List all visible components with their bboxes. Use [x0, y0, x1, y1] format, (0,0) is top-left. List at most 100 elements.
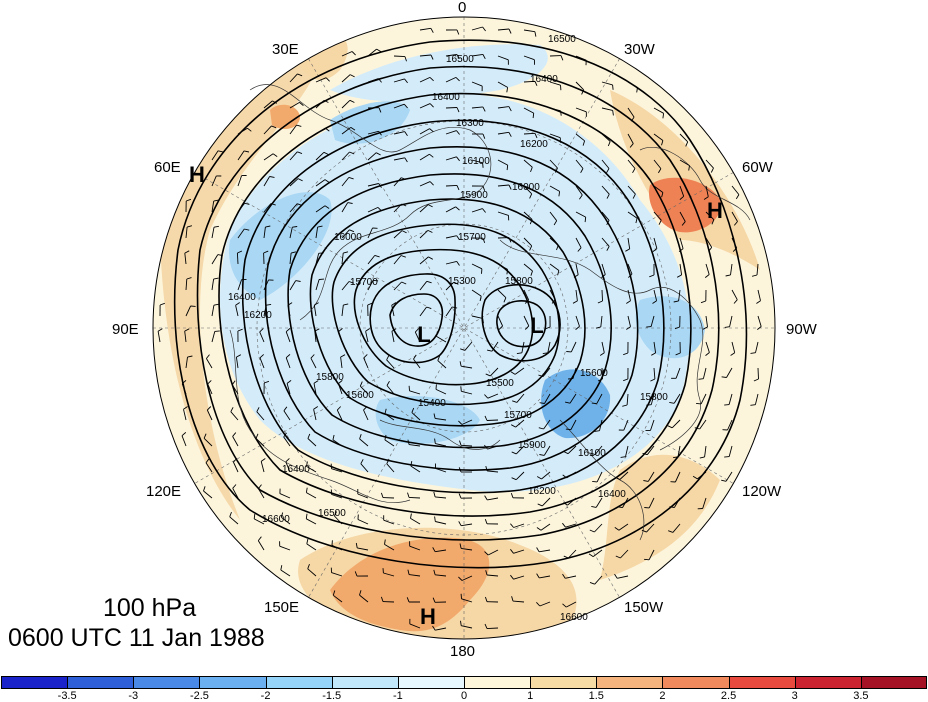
wind-barb	[567, 445, 577, 455]
wind-barb	[393, 230, 403, 239]
wind-barb-flag	[530, 270, 533, 276]
wind-barb	[333, 594, 343, 603]
wind-barb	[419, 27, 431, 31]
wind-barb	[306, 466, 317, 473]
wind-barb	[419, 128, 430, 135]
wind-barb	[601, 107, 613, 111]
wind-barb-flag	[458, 521, 462, 526]
wind-barb-flag	[407, 439, 410, 445]
wind-barb-flag	[231, 380, 236, 385]
wind-barb	[601, 159, 610, 169]
wind-barb-flag	[591, 402, 597, 405]
wind-barb-flag	[458, 493, 462, 499]
cool-mid-north	[330, 101, 410, 144]
wind-barb-flag	[724, 456, 730, 458]
cool-mid-east	[635, 296, 705, 359]
wind-barb	[258, 488, 265, 499]
wind-barb-flag	[203, 486, 206, 492]
wind-barb	[253, 518, 265, 525]
wind-barb-flag	[340, 354, 346, 358]
wind-barb-flag	[557, 270, 560, 276]
wind-barb-flag	[432, 625, 436, 631]
wind-barb	[523, 29, 535, 33]
wind-barb-flag	[589, 581, 595, 585]
wind-barb	[497, 28, 510, 31]
wind-barb-flag	[651, 352, 656, 356]
wind-barb	[601, 289, 603, 302]
graticule	[153, 17, 775, 639]
wind-barb-flag	[287, 302, 293, 306]
wind-barb-flag	[280, 565, 283, 571]
colorbar-swatch	[530, 676, 597, 689]
wind-barb	[445, 306, 453, 317]
wind-barb	[705, 211, 715, 221]
wind-barb-flag	[386, 380, 390, 386]
wind-barb	[549, 185, 560, 192]
wind-barb-flag	[506, 87, 509, 93]
wind-barb-flag	[186, 198, 192, 202]
height-contours	[173, 39, 748, 569]
wind-barb	[620, 549, 629, 559]
wind-barb	[521, 341, 525, 353]
wind-barb-flag	[426, 280, 432, 284]
wind-barb	[619, 471, 629, 480]
wind-barb	[259, 357, 265, 369]
wind-barb-flag	[484, 596, 488, 602]
wind-barb-flag	[510, 549, 514, 554]
wind-barb-flag	[386, 459, 390, 464]
wind-barb	[445, 76, 457, 83]
wind-barb	[359, 385, 369, 395]
level-label: 100 hPa	[103, 594, 197, 622]
wind-barb	[653, 185, 664, 193]
wind-barb-flag	[187, 355, 193, 358]
wind-barb-flag	[482, 185, 486, 191]
colorbar-tick-label: -3.5	[57, 690, 77, 702]
wind-barb-flag	[325, 77, 330, 82]
wind-barb-flag	[606, 246, 610, 251]
wind-barb	[487, 497, 499, 501]
wind-barb-flag	[725, 274, 731, 277]
wind-barb	[263, 125, 272, 135]
colorbar-tick-label: -3	[128, 690, 139, 702]
wind-barb	[618, 523, 629, 531]
wind-barb-flag	[230, 407, 234, 412]
wind-barb-flag	[484, 518, 488, 524]
wind-barb-flag	[506, 165, 509, 171]
wind-barb-flag	[332, 590, 336, 596]
wind-barb-flag	[708, 247, 713, 252]
wind-barb-flag	[700, 300, 706, 304]
wind-barb-flag	[630, 116, 635, 122]
wind-barb	[409, 574, 421, 577]
wind-barb-flag	[359, 381, 363, 387]
wind-barb	[391, 331, 395, 343]
colorbar-swatch	[133, 676, 200, 689]
colorbar-tick-label: 3.5	[853, 690, 869, 702]
wind-barb-flag	[283, 432, 287, 438]
wind-barb-flag	[575, 326, 580, 330]
wind-barb	[514, 367, 525, 375]
wind-barb-flag	[269, 176, 275, 178]
wind-barb-flag	[460, 620, 462, 626]
wind-barb	[263, 227, 266, 239]
wind-barb-flag	[295, 280, 301, 282]
wind-barb-flag	[429, 181, 434, 186]
wind-barb-flag	[612, 84, 614, 90]
wind-barb-flag	[705, 352, 710, 356]
wind-barb-flag	[581, 89, 585, 95]
wind-barb-flag	[536, 476, 542, 480]
wind-barb	[409, 390, 421, 395]
colorbar-swatch	[662, 676, 729, 689]
wind-barb	[671, 419, 681, 429]
wind-barb-flag	[534, 81, 538, 86]
wind-barb-flag	[336, 406, 342, 411]
wind-barb	[543, 419, 551, 430]
wind-barb-flag	[428, 256, 434, 260]
wind-barb	[306, 492, 317, 499]
wind-barb-flag	[430, 28, 434, 33]
colorbar-tick-label: 1.5	[588, 690, 604, 702]
wind-barb	[393, 103, 405, 109]
wind-barb-flag	[539, 454, 545, 456]
wind-barb	[596, 393, 603, 404]
wind-barb	[594, 445, 603, 455]
contour-label: 16200	[520, 139, 548, 150]
